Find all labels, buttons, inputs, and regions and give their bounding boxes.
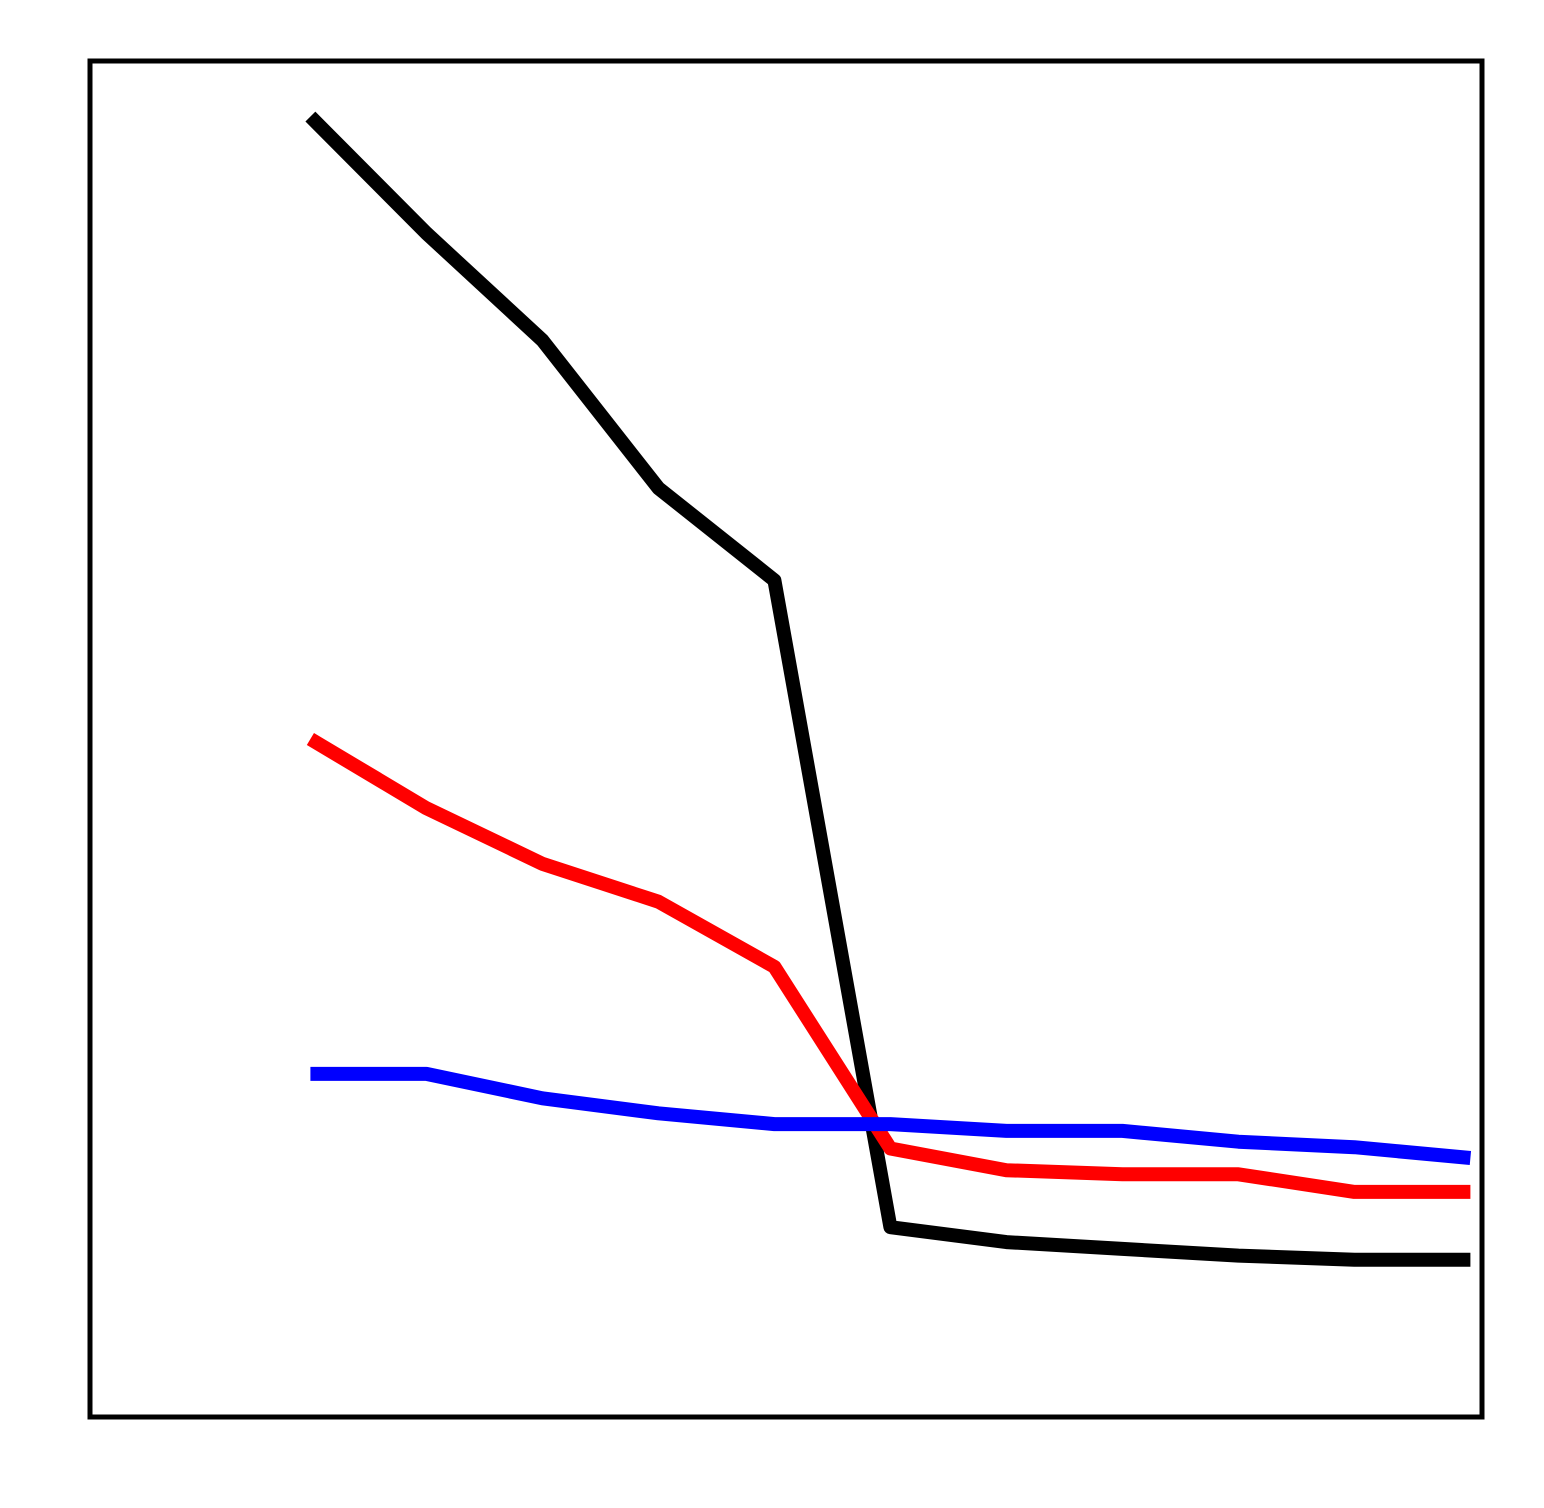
series-line-1 xyxy=(305,111,1471,1267)
series-layer xyxy=(305,111,1472,1267)
series-line-3 xyxy=(310,1066,1472,1165)
series-line-2 xyxy=(306,732,1471,1199)
plot-area-frame xyxy=(87,58,1485,1420)
